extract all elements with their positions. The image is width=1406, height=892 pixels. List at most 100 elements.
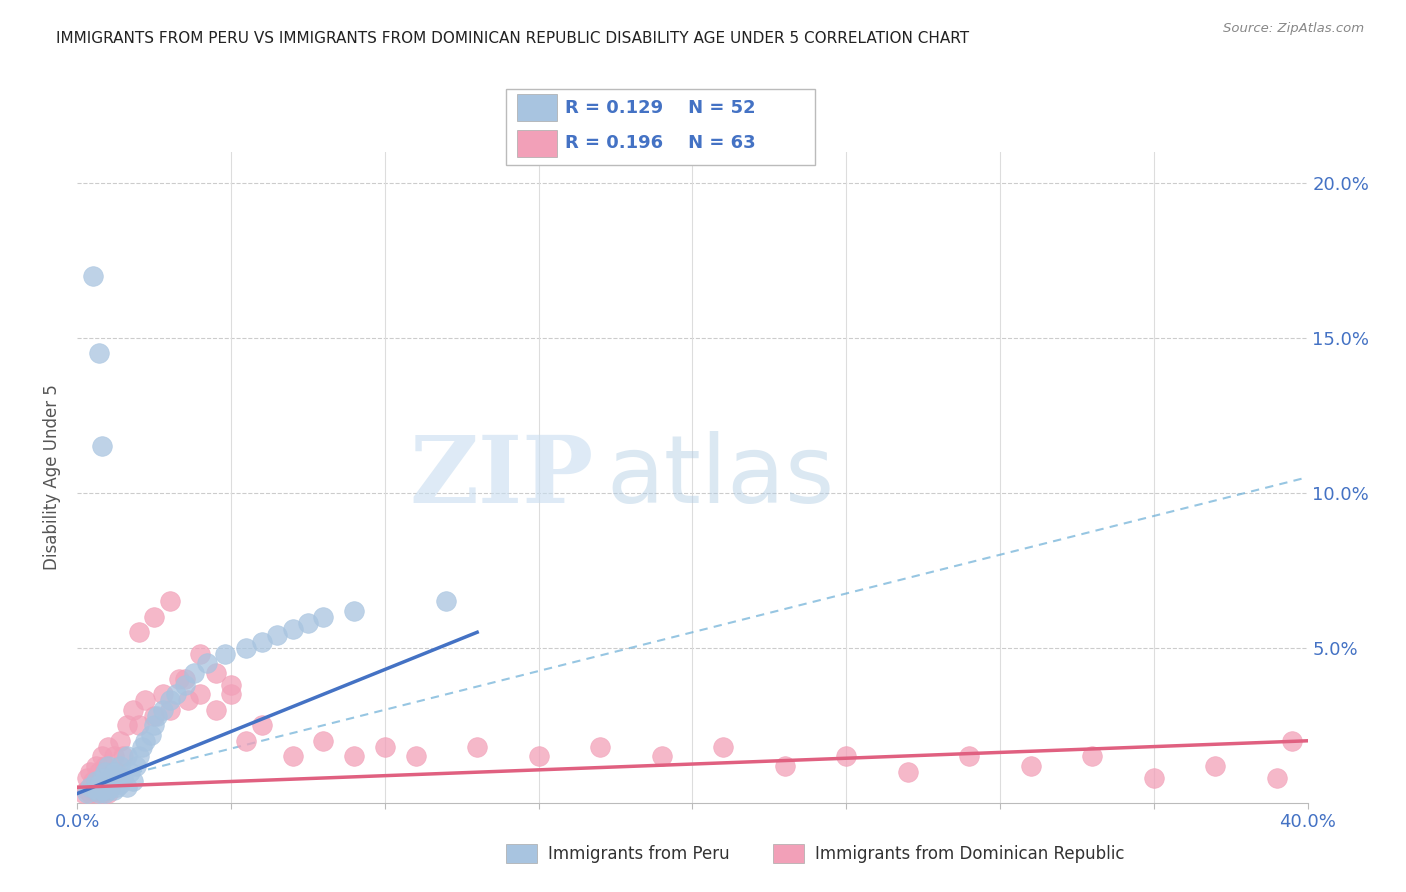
Point — [195, 657, 218, 671]
Point — [87, 777, 110, 791]
Point — [76, 783, 98, 797]
Point — [374, 739, 396, 754]
Point — [1281, 733, 1303, 747]
Point — [128, 625, 150, 640]
Point — [589, 739, 612, 754]
Point — [651, 749, 673, 764]
Point — [141, 728, 163, 742]
Y-axis label: Disability Age Under 5: Disability Age Under 5 — [44, 384, 62, 570]
Point — [250, 634, 273, 648]
Point — [405, 749, 427, 764]
Point — [105, 768, 128, 782]
Text: Source: ZipAtlas.com: Source: ZipAtlas.com — [1223, 22, 1364, 36]
Point — [152, 703, 174, 717]
Point — [128, 718, 150, 732]
Point — [115, 718, 138, 732]
Point — [87, 787, 110, 801]
Point — [105, 764, 128, 779]
Point — [110, 777, 132, 791]
Point — [131, 739, 153, 754]
Point — [100, 780, 122, 795]
Text: Immigrants from Peru: Immigrants from Peru — [548, 845, 730, 863]
Point — [84, 787, 107, 801]
Point — [110, 733, 132, 747]
Point — [79, 764, 101, 779]
Point — [94, 783, 117, 797]
Point — [118, 764, 141, 779]
Point — [105, 780, 128, 795]
Point — [214, 647, 236, 661]
Point — [897, 764, 920, 779]
Text: R = 0.129    N = 52: R = 0.129 N = 52 — [565, 99, 756, 117]
Point — [82, 783, 104, 797]
Point — [128, 749, 150, 764]
Point — [84, 774, 107, 789]
Point — [134, 733, 156, 747]
Point — [204, 703, 226, 717]
Point — [281, 749, 304, 764]
Point — [1204, 758, 1226, 772]
Point — [134, 693, 156, 707]
Point — [281, 622, 304, 636]
Point — [436, 594, 458, 608]
Point — [94, 787, 117, 801]
Text: ZIP: ZIP — [409, 433, 595, 522]
Point — [177, 693, 200, 707]
Point — [343, 749, 366, 764]
Point — [94, 777, 117, 791]
Point — [143, 718, 166, 732]
Point — [1081, 749, 1104, 764]
Point — [235, 640, 257, 655]
Point — [219, 678, 242, 692]
Point — [527, 749, 550, 764]
Point — [97, 758, 120, 772]
Point — [174, 672, 197, 686]
Text: R = 0.196    N = 63: R = 0.196 N = 63 — [565, 135, 756, 153]
Point — [159, 594, 181, 608]
Point — [79, 787, 101, 801]
Point — [125, 758, 148, 772]
Point — [112, 749, 135, 764]
Point — [84, 783, 107, 797]
Point — [103, 764, 125, 779]
Point — [159, 693, 181, 707]
Point — [110, 758, 132, 772]
Point — [90, 783, 114, 797]
Point — [297, 615, 319, 630]
Point — [143, 609, 166, 624]
Point — [76, 787, 98, 801]
Point — [183, 665, 205, 680]
Point — [100, 780, 122, 795]
Point — [100, 771, 122, 785]
Point — [159, 703, 181, 717]
Point — [773, 758, 796, 772]
Point — [235, 733, 257, 747]
Point — [204, 665, 226, 680]
Point — [1019, 758, 1042, 772]
Point — [103, 783, 125, 797]
Point — [165, 687, 187, 701]
Text: atlas: atlas — [606, 431, 835, 524]
Point — [103, 749, 125, 764]
Point — [343, 603, 366, 617]
Point — [312, 609, 335, 624]
Point — [79, 780, 101, 795]
Point — [174, 678, 197, 692]
Point — [87, 783, 110, 797]
Point — [146, 709, 169, 723]
Point — [112, 771, 135, 785]
Text: IMMIGRANTS FROM PERU VS IMMIGRANTS FROM DOMINICAN REPUBLIC DISABILITY AGE UNDER : IMMIGRANTS FROM PERU VS IMMIGRANTS FROM … — [56, 31, 969, 46]
Point — [957, 749, 980, 764]
Point — [90, 771, 114, 785]
Point — [97, 774, 120, 789]
Point — [82, 774, 104, 789]
Point — [219, 687, 242, 701]
Point — [188, 687, 212, 701]
Point — [1265, 771, 1288, 785]
Point — [115, 749, 138, 764]
Text: Immigrants from Dominican Republic: Immigrants from Dominican Republic — [815, 845, 1125, 863]
Point — [711, 739, 734, 754]
Point — [90, 749, 114, 764]
Point — [115, 780, 138, 795]
Point — [465, 739, 488, 754]
